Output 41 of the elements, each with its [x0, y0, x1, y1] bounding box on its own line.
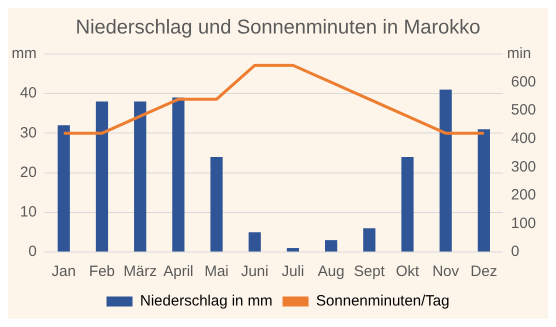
- bar: [58, 125, 70, 252]
- y-tick-label: 10: [20, 204, 37, 221]
- y2-tick-label: 400: [510, 130, 536, 147]
- x-tick-label: Juli: [282, 263, 304, 280]
- y-tick-label: 0: [28, 243, 37, 260]
- bar: [134, 102, 146, 252]
- legend-label: Sonnenminuten/Tag: [316, 292, 450, 310]
- bar: [96, 102, 108, 252]
- x-tick-label: April: [163, 263, 194, 280]
- y2-tick-label: 600: [510, 73, 536, 90]
- bar: [440, 90, 452, 252]
- y2-tick-label: 0: [510, 243, 520, 260]
- x-tick-label: Nov: [432, 263, 460, 280]
- y2-tick-label: 100: [510, 214, 536, 232]
- x-tick-label: Juni: [240, 263, 268, 280]
- bar: [248, 232, 261, 252]
- y2-tick-label: 300: [510, 158, 536, 176]
- bar: [210, 156, 223, 252]
- bar: [172, 98, 184, 252]
- bar: [286, 248, 300, 252]
- y-tick-label: 40: [20, 84, 37, 102]
- x-tick-label: Jan: [52, 263, 76, 280]
- x-tick-label: Dez: [470, 263, 498, 280]
- bar: [325, 240, 338, 252]
- x-tick-label: Sept: [354, 263, 386, 280]
- y2-tick-label: 200: [510, 186, 536, 204]
- x-tick-label: März: [123, 263, 157, 280]
- y-tick-label: 30: [20, 124, 37, 142]
- legend-label: Niederschlag in mm: [140, 292, 273, 310]
- x-tick-label: Mai: [204, 263, 229, 280]
- y2-tick-label: 500: [510, 102, 536, 119]
- x-tick-label: Okt: [396, 263, 420, 280]
- bar: [478, 129, 490, 252]
- x-tick-label: Feb: [89, 263, 115, 280]
- chart-title: Niederschlag und Sonnenminuten in Marokko: [76, 16, 480, 39]
- y-tick-label: 20: [20, 164, 37, 181]
- bar: [363, 228, 376, 252]
- x-tick-label: Aug: [318, 263, 344, 280]
- y2-axis-title: min: [506, 45, 532, 62]
- bar: [401, 156, 414, 252]
- y-axis-title: mm: [12, 45, 37, 62]
